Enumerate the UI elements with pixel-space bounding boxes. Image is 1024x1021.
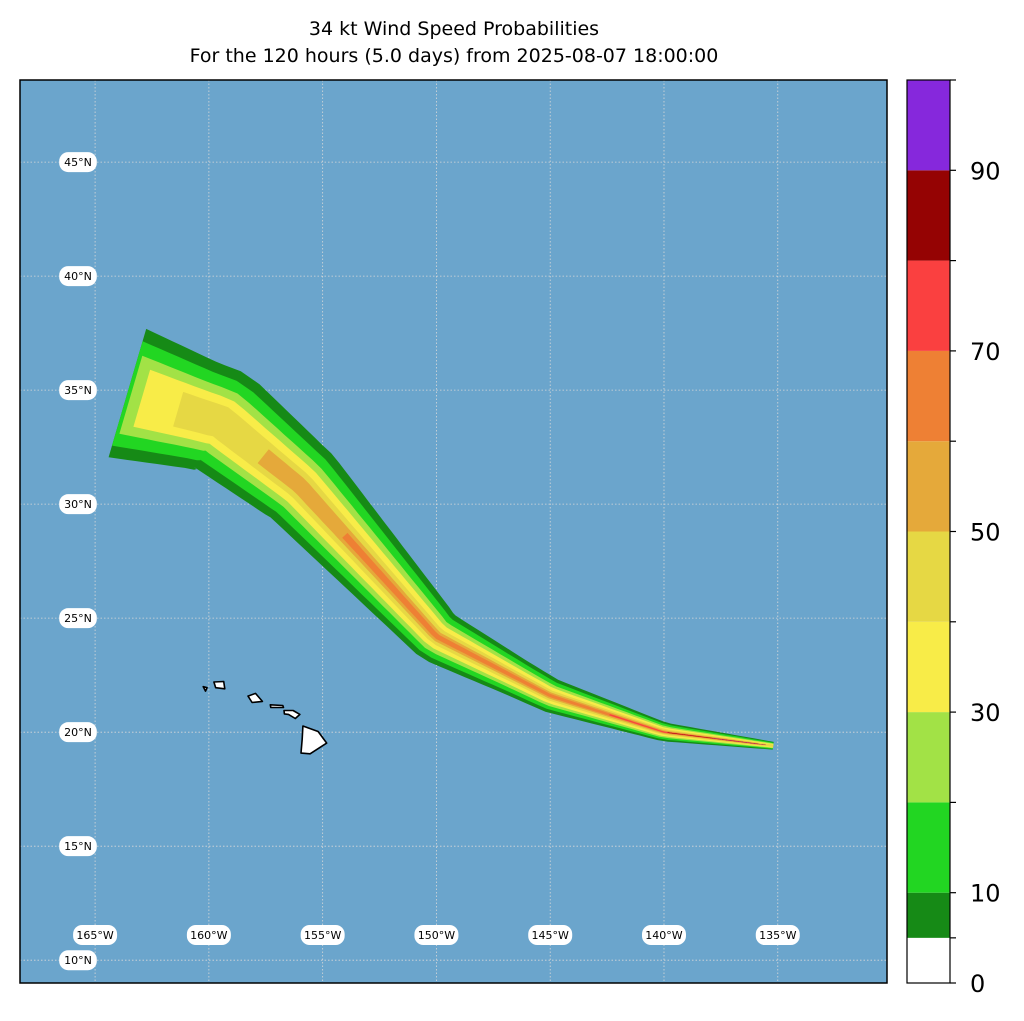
svg-text:155°W: 155°W [304,929,341,942]
lon-label: 140°W [641,925,686,945]
colorbar-tick-label: 90 [970,157,1001,185]
lon-label: 165°W [73,925,118,945]
colorbar-segment [907,170,950,261]
colorbar-segment [907,712,950,803]
lat-label: 20°N [59,722,97,743]
colorbar-segment [907,892,950,938]
graticule-labels: 10°N 15°N 20°N 25°N 30°N 35°N 40°N 45°N 165°W 160… [59,152,800,971]
svg-text:145°W: 145°W [532,929,569,942]
wind-probability-swath [108,328,774,750]
colorbar-segment [907,802,950,893]
colorbar-segment [907,80,950,171]
svg-text:20°N: 20°N [64,726,92,739]
lon-label: 155°W [300,925,345,945]
land-hawaiian-islands [202,680,328,755]
svg-text:135°W: 135°W [759,929,796,942]
colorbar-tick-label: 30 [970,699,1001,727]
lat-label: 10°N [59,950,97,971]
colorbar-tick-label: 10 [970,880,1001,908]
svg-text:35°N: 35°N [64,384,92,397]
island-1 [300,725,328,755]
ocean-background [20,80,887,983]
island-3 [269,704,285,709]
svg-text:160°W: 160°W [190,929,227,942]
colorbar-segment [907,260,950,351]
map-subtitle: For the 120 hours (5.0 days) from 2025-0… [189,45,719,67]
island-5 [213,680,226,690]
svg-text:45°N: 45°N [64,156,92,169]
prob-band-90 [712,738,766,745]
colorbar-tick-label: 50 [970,519,1001,547]
svg-text:30°N: 30°N [64,498,92,511]
island-4 [247,692,264,704]
island-2 [283,709,301,720]
svg-text:15°N: 15°N [64,840,92,853]
colorbar-segment [907,937,950,983]
lon-label: 135°W [755,925,800,945]
lat-label: 40°N [59,266,97,287]
lon-label: 160°W [186,925,231,945]
map-title: 34 kt Wind Speed Probabilities [308,18,600,40]
svg-text:165°W: 165°W [76,929,113,942]
lat-label: 25°N [59,608,97,629]
svg-text:10°N: 10°N [64,954,92,967]
svg-text:140°W: 140°W [645,929,682,942]
colorbar-segment [907,350,950,442]
island-6 [202,685,208,692]
colorbar-segment [907,621,950,713]
lat-label: 30°N [59,494,97,515]
lon-label: 145°W [528,925,573,945]
colorbar-tick-label: 70 [970,338,1001,366]
map-frame [19,79,888,984]
lon-label: 150°W [414,925,459,945]
svg-text:40°N: 40°N [64,270,92,283]
colorbar-segment [907,531,950,622]
lat-label: 45°N [59,152,97,173]
svg-text:25°N: 25°N [64,612,92,625]
lat-label: 15°N [59,836,97,857]
colorbar-segment [907,441,950,532]
colorbar: 0 10 30 50 70 90 [906,79,1001,998]
prob-band-40 [173,391,774,747]
colorbar-tick-label: 0 [970,970,985,998]
lat-label: 35°N [59,380,97,401]
svg-text:150°W: 150°W [418,929,455,942]
